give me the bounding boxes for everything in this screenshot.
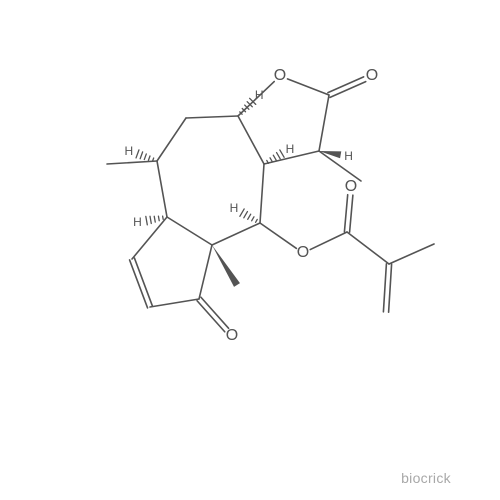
molecule-svg (0, 0, 500, 500)
molecule-canvas: HHHHHHOOOOO biocrick (0, 0, 500, 500)
watermark-text: biocrick (401, 470, 451, 486)
